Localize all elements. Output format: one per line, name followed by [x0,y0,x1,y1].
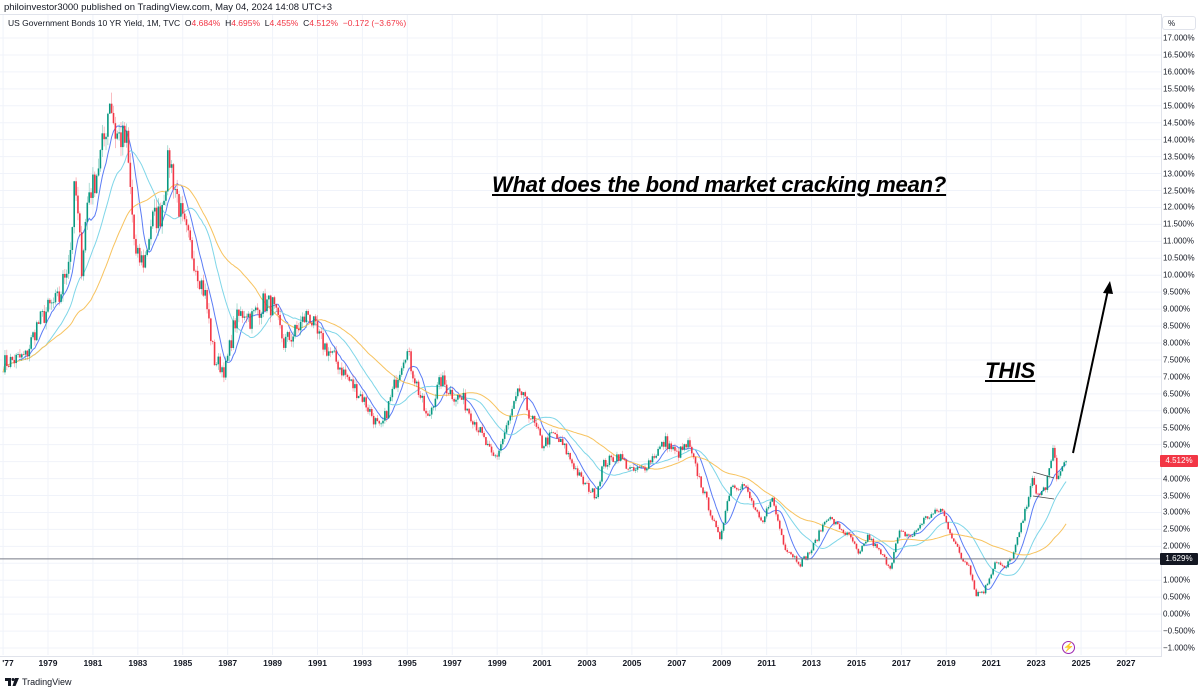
x-tick-label: 2013 [802,658,822,668]
trendline-drawing[interactable] [1032,471,1055,500]
x-tick-label: 2007 [667,658,687,668]
x-tick-label: 2023 [1026,658,1046,668]
headline-annotation[interactable]: What does the bond market cracking mean? [492,172,947,197]
change-value: −0.172 (−3.67%) [342,18,407,28]
symbol-legend: US Government Bonds 10 YR Yield, 1M, TVC… [8,18,407,28]
lightning-event-icon[interactable]: ⚡ [1062,641,1075,654]
y-tick-label: 15.500% [1163,84,1195,94]
tradingview-logo-icon [5,678,19,686]
y-tick-label: 8.000% [1163,338,1191,348]
y-tick-label: 10.500% [1163,253,1195,263]
x-tick-label: 1987 [218,658,238,668]
y-tick-label: 7.500% [1163,355,1191,365]
grid [0,15,1161,655]
y-tick-label: −1.000% [1163,643,1195,653]
horizontal-line-price-badge: 1.629% [1160,552,1198,565]
price-scale-unit-button[interactable]: % [1162,16,1196,30]
y-tick-label: 16.000% [1163,67,1195,77]
x-tick-label: 2019 [936,658,956,668]
y-tick-label: 15.000% [1163,101,1195,111]
y-tick-label: 3.000% [1163,507,1191,517]
x-tick-label: 1989 [263,658,283,668]
candles [4,92,1067,597]
y-tick-label: 7.000% [1163,372,1191,382]
y-tick-label: 1.000% [1163,575,1191,585]
y-tick-label: 0.500% [1163,592,1191,602]
x-tick-label: 1979 [38,658,58,668]
x-tick-label: 1999 [487,658,507,668]
x-tick-label: 1993 [352,658,372,668]
x-tick-label: 2003 [577,658,597,668]
y-tick-label: 0.000% [1163,609,1191,619]
y-tick-label: 9.500% [1163,287,1191,297]
y-tick-label: 13.500% [1163,152,1195,162]
low-value: 4.455% [269,18,299,28]
y-tick-label: 5.000% [1163,440,1191,450]
y-tick-label: 14.500% [1163,118,1195,128]
y-tick-label: −0.500% [1163,626,1195,636]
x-tick-label: 1985 [173,658,193,668]
x-tick-label: 2005 [622,658,642,668]
x-tick-label: 1981 [83,658,103,668]
moving-average-line [2,184,1067,556]
y-tick-label: 14.000% [1163,135,1195,145]
y-tick-label: 16.500% [1163,50,1195,60]
y-tick-label: 13.000% [1163,169,1195,179]
y-tick-label: 12.500% [1163,186,1195,195]
x-tick-label: 1991 [308,658,327,668]
close-value: 4.512% [309,18,339,28]
y-tick-label: 6.000% [1163,406,1191,416]
y-tick-label: 4.000% [1163,474,1191,484]
y-tick-label: 12.000% [1163,202,1195,212]
x-tick-label: 2015 [847,658,866,668]
y-tick-label: 2.500% [1163,524,1191,534]
tradingview-logo: TradingView [5,677,72,687]
chart-pane[interactable] [0,14,1162,657]
x-tick-label: 2011 [757,658,776,668]
y-tick-label: 2.000% [1163,541,1191,551]
x-tick-label: 1995 [397,658,417,668]
this-annotation[interactable]: THIS [985,358,1036,383]
x-tick-label: 2027 [1116,658,1136,668]
y-tick-label: 11.500% [1163,219,1194,229]
publisher-line: philoinvestor3000 published on TradingVi… [4,2,333,13]
x-tick-label: 1997 [442,658,462,668]
y-tick-label: 6.500% [1163,389,1191,399]
x-tick-label: 2025 [1071,658,1091,668]
x-tick-label: 1983 [128,658,148,668]
symbol-title[interactable]: US Government Bonds 10 YR Yield, 1M, TVC [8,18,181,28]
arrow-annotation[interactable] [1072,281,1113,454]
y-tick-label: 11.000% [1163,236,1194,246]
y-tick-label: 8.500% [1163,321,1191,331]
high-value: 4.695% [231,18,261,28]
y-tick-label: 10.000% [1163,270,1195,280]
y-tick-label: 9.000% [1163,304,1191,314]
current-price-badge: 4.512% [1160,455,1198,468]
y-tick-label: 5.500% [1163,423,1191,433]
x-tick-label: 2001 [532,658,552,668]
x-tick-label: '77 [2,658,14,668]
x-tick-label: 2009 [712,658,732,668]
x-tick-label: 2021 [981,658,1001,668]
brand-name: TradingView [22,677,72,687]
x-tick-label: 2017 [891,658,911,668]
y-tick-label: 3.500% [1163,491,1191,500]
y-tick-label: 17.000% [1163,33,1195,43]
open-value: 4.684% [191,18,221,28]
